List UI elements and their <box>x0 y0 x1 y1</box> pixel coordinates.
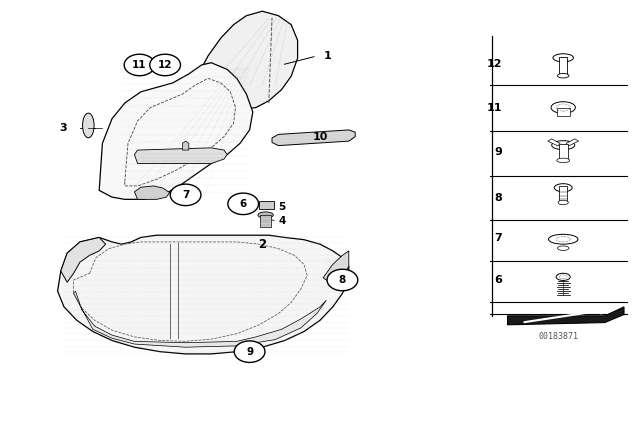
Text: 3: 3 <box>59 123 67 133</box>
Polygon shape <box>566 139 579 146</box>
Text: 11: 11 <box>132 60 147 70</box>
Text: 8: 8 <box>339 275 346 285</box>
FancyBboxPatch shape <box>557 108 570 116</box>
Text: 9: 9 <box>495 147 502 157</box>
FancyBboxPatch shape <box>559 186 567 202</box>
Text: 8: 8 <box>495 193 502 203</box>
Polygon shape <box>198 11 298 110</box>
Circle shape <box>124 54 155 76</box>
FancyBboxPatch shape <box>559 144 568 160</box>
Text: 12: 12 <box>487 59 502 69</box>
Polygon shape <box>99 63 253 199</box>
Circle shape <box>150 54 180 76</box>
Ellipse shape <box>554 184 572 192</box>
Text: 12: 12 <box>158 60 172 70</box>
Polygon shape <box>508 307 624 325</box>
Polygon shape <box>548 139 560 146</box>
Text: 7: 7 <box>495 233 502 243</box>
Ellipse shape <box>553 54 573 62</box>
Circle shape <box>170 184 201 206</box>
Text: 11: 11 <box>487 103 502 112</box>
Ellipse shape <box>556 273 570 280</box>
Text: 1: 1 <box>323 51 331 61</box>
FancyBboxPatch shape <box>259 201 274 209</box>
Text: 10: 10 <box>312 132 328 142</box>
Ellipse shape <box>551 102 575 113</box>
Polygon shape <box>323 251 349 284</box>
Circle shape <box>234 341 265 362</box>
Ellipse shape <box>83 113 94 138</box>
Polygon shape <box>182 141 189 150</box>
FancyBboxPatch shape <box>559 57 567 76</box>
Ellipse shape <box>557 73 569 78</box>
FancyBboxPatch shape <box>260 215 271 227</box>
Ellipse shape <box>558 200 568 205</box>
Text: 4: 4 <box>278 216 286 226</box>
Polygon shape <box>61 237 106 282</box>
Circle shape <box>228 193 259 215</box>
Ellipse shape <box>557 246 569 250</box>
Polygon shape <box>58 235 349 354</box>
Ellipse shape <box>557 158 570 163</box>
Text: 6: 6 <box>495 275 502 285</box>
Text: 7: 7 <box>182 190 189 200</box>
Text: 5: 5 <box>278 202 285 212</box>
Ellipse shape <box>552 141 575 150</box>
Text: 2: 2 <box>259 237 266 251</box>
Text: 9: 9 <box>246 347 253 357</box>
Polygon shape <box>134 148 227 164</box>
Text: 6: 6 <box>239 199 247 209</box>
Circle shape <box>327 269 358 291</box>
Polygon shape <box>74 291 326 347</box>
Ellipse shape <box>258 212 273 218</box>
Polygon shape <box>134 186 170 199</box>
Text: 00183871: 00183871 <box>538 332 578 340</box>
Ellipse shape <box>548 234 578 244</box>
Polygon shape <box>272 130 355 146</box>
